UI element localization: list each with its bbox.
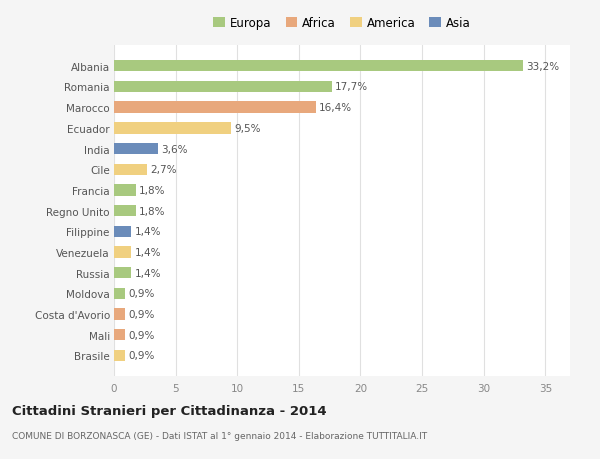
Bar [114, 82, 332, 93]
Bar [114, 185, 136, 196]
Bar [114, 206, 136, 217]
Text: 1,8%: 1,8% [139, 206, 166, 216]
Legend: Europa, Africa, America, Asia: Europa, Africa, America, Asia [209, 12, 475, 34]
Bar [114, 226, 131, 237]
Bar [114, 350, 125, 361]
Text: 2,7%: 2,7% [151, 165, 177, 175]
Text: 0,9%: 0,9% [128, 289, 155, 299]
Bar [114, 61, 523, 72]
Text: 0,9%: 0,9% [128, 351, 155, 361]
Bar [114, 123, 231, 134]
Bar [114, 102, 316, 113]
Bar [114, 144, 158, 155]
Text: 1,4%: 1,4% [134, 268, 161, 278]
Text: 17,7%: 17,7% [335, 82, 368, 92]
Text: Cittadini Stranieri per Cittadinanza - 2014: Cittadini Stranieri per Cittadinanza - 2… [12, 404, 326, 417]
Bar [114, 309, 125, 320]
Bar [114, 247, 131, 258]
Text: 0,9%: 0,9% [128, 309, 155, 319]
Text: COMUNE DI BORZONASCA (GE) - Dati ISTAT al 1° gennaio 2014 - Elaborazione TUTTITA: COMUNE DI BORZONASCA (GE) - Dati ISTAT a… [12, 431, 427, 441]
Text: 3,6%: 3,6% [161, 144, 188, 154]
Bar [114, 164, 147, 175]
Text: 9,5%: 9,5% [234, 123, 260, 134]
Bar [114, 268, 131, 279]
Bar [114, 288, 125, 299]
Bar [114, 330, 125, 341]
Text: 1,8%: 1,8% [139, 185, 166, 196]
Text: 1,4%: 1,4% [134, 247, 161, 257]
Text: 0,9%: 0,9% [128, 330, 155, 340]
Text: 33,2%: 33,2% [526, 62, 559, 72]
Text: 16,4%: 16,4% [319, 103, 352, 113]
Text: 1,4%: 1,4% [134, 227, 161, 237]
